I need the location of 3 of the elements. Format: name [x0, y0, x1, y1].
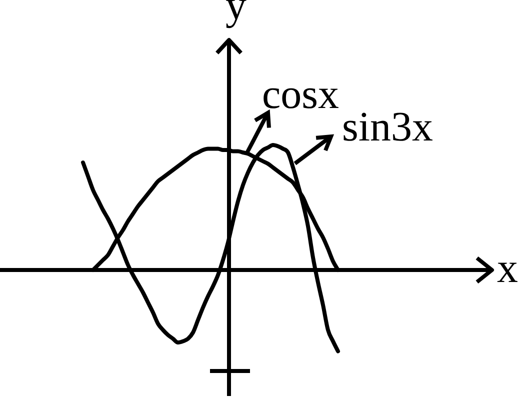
legend-label: sin3x: [342, 104, 434, 150]
legend-label: cosx: [262, 72, 339, 118]
x-axis-title: x: [497, 246, 518, 292]
